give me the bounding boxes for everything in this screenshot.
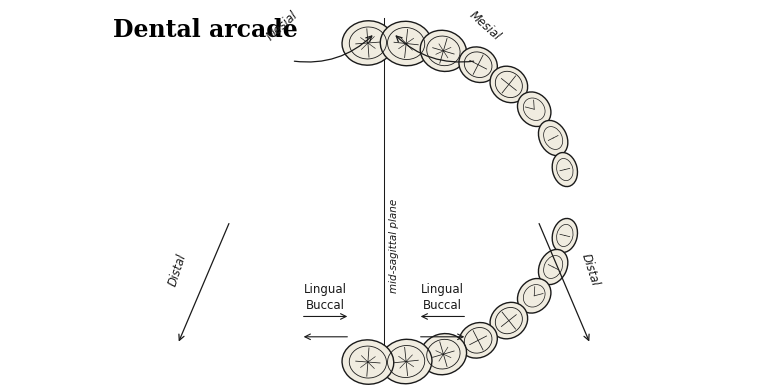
Ellipse shape (518, 279, 551, 313)
Text: mid-sagittal plane: mid-sagittal plane (389, 199, 399, 293)
Ellipse shape (490, 66, 528, 103)
Ellipse shape (552, 152, 578, 187)
Text: Buccal: Buccal (423, 298, 462, 312)
Ellipse shape (342, 21, 394, 65)
Ellipse shape (552, 218, 578, 253)
Ellipse shape (380, 339, 432, 384)
Text: Distal: Distal (167, 252, 189, 288)
Ellipse shape (518, 92, 551, 126)
Ellipse shape (538, 249, 568, 284)
Ellipse shape (490, 302, 528, 339)
Text: Lingual: Lingual (421, 283, 464, 296)
Text: Mesial: Mesial (467, 9, 504, 43)
Text: Dental arcade: Dental arcade (113, 18, 298, 42)
Ellipse shape (342, 340, 394, 384)
Ellipse shape (420, 30, 467, 71)
Ellipse shape (380, 21, 432, 66)
Ellipse shape (538, 120, 568, 156)
Ellipse shape (420, 334, 467, 375)
Text: Buccal: Buccal (306, 298, 345, 312)
Ellipse shape (459, 47, 498, 83)
Text: Mesial: Mesial (264, 9, 301, 43)
Text: Distal: Distal (579, 252, 601, 288)
Ellipse shape (459, 322, 498, 358)
Text: Lingual: Lingual (304, 283, 347, 296)
